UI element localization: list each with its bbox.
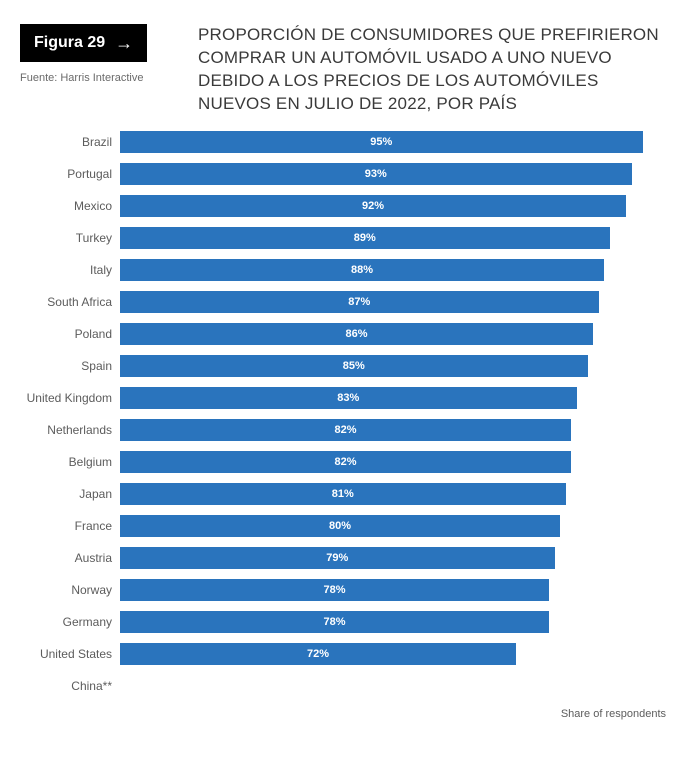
chart-bar-value: 79% [326, 552, 348, 564]
chart-bar: 85% [120, 355, 588, 377]
source-name: Harris Interactive [60, 72, 143, 84]
chart-bar-value: 86% [345, 328, 367, 340]
chart-row-track: 92% [120, 190, 670, 222]
chart-row-track: 83% [120, 382, 670, 414]
chart-row-label: Poland [20, 327, 120, 341]
chart-row-track: 86% [120, 318, 670, 350]
chart-row: France 80% [20, 510, 670, 542]
chart-bar-value: 93% [365, 168, 387, 180]
chart-row: South Africa 87% [20, 286, 670, 318]
chart-bar-value: 89% [354, 232, 376, 244]
chart-bar-value: 87% [348, 296, 370, 308]
chart-bar: 95% [120, 131, 643, 153]
chart-bar: 86% [120, 323, 593, 345]
chart-row-label: Spain [20, 359, 120, 373]
chart-bar: 83% [120, 387, 577, 409]
chart-row: Portugal 93% [20, 158, 670, 190]
chart-row-label: Japan [20, 487, 120, 501]
chart-row: United Kingdom 83% [20, 382, 670, 414]
source-prefix: Fuente: [20, 72, 60, 84]
x-axis-label: Share of respondents [20, 708, 670, 720]
chart-row-track: 89% [120, 222, 670, 254]
chart-row-track: 80% [120, 510, 670, 542]
figure-label: Figura 29 [34, 34, 105, 52]
chart-row-label: France [20, 519, 120, 533]
chart-row-track: 93% [120, 158, 670, 190]
chart-row-track: 85% [120, 350, 670, 382]
chart-row: Turkey 89% [20, 222, 670, 254]
chart-row-track: 79% [120, 542, 670, 574]
chart-row: China** [20, 670, 670, 702]
chart-row: Belgium 82% [20, 446, 670, 478]
chart-bar-value: 72% [307, 648, 329, 660]
bar-chart: Brazil 95% Portugal 93% Mexico 92% Turkey 89% It… [20, 126, 670, 702]
chart-row-label: Austria [20, 551, 120, 565]
chart-row-label: Germany [20, 615, 120, 629]
chart-row: Norway 78% [20, 574, 670, 606]
chart-bar: 87% [120, 291, 599, 313]
chart-bar: 82% [120, 451, 571, 473]
chart-bar: 92% [120, 195, 626, 217]
chart-row-label: Brazil [20, 135, 120, 149]
chart-row-track: 78% [120, 574, 670, 606]
chart-row-label: Italy [20, 263, 120, 277]
chart-row: Japan 81% [20, 478, 670, 510]
chart-row-label: Belgium [20, 455, 120, 469]
chart-row-label: United States [20, 647, 120, 661]
chart-bar-value: 95% [370, 136, 392, 148]
arrow-right-icon: → [115, 34, 133, 52]
chart-row: Austria 79% [20, 542, 670, 574]
chart-bar: 81% [120, 483, 566, 505]
chart-row-label: United Kingdom [20, 391, 120, 405]
chart-bar: 72% [120, 643, 516, 665]
chart-row: United States 72% [20, 638, 670, 670]
chart-row-track: 81% [120, 478, 670, 510]
chart-row-track [120, 670, 670, 702]
chart-row: Mexico 92% [20, 190, 670, 222]
chart-row: Poland 86% [20, 318, 670, 350]
chart-bar-value: 81% [332, 488, 354, 500]
chart-row: Netherlands 82% [20, 414, 670, 446]
chart-row-track: 88% [120, 254, 670, 286]
chart-bar: 78% [120, 579, 549, 601]
chart-row-label: Turkey [20, 231, 120, 245]
chart-bar-value: 83% [337, 392, 359, 404]
chart-row-track: 72% [120, 638, 670, 670]
chart-row-label: Netherlands [20, 423, 120, 437]
chart-bar-value: 85% [343, 360, 365, 372]
header: Figura 29 → Fuente: Harris Interactive P… [20, 24, 670, 116]
chart-bar-value: 82% [334, 424, 356, 436]
chart-bar: 89% [120, 227, 610, 249]
chart-bar: 78% [120, 611, 549, 633]
chart-row-track: 82% [120, 414, 670, 446]
chart-row-label: Mexico [20, 199, 120, 213]
chart-row-label: Portugal [20, 167, 120, 181]
chart-row: Brazil 95% [20, 126, 670, 158]
figure-column: Figura 29 → Fuente: Harris Interactive [20, 24, 180, 84]
chart-bar: 88% [120, 259, 604, 281]
chart-bar-value: 92% [362, 200, 384, 212]
chart-row-track: 78% [120, 606, 670, 638]
chart-row-track: 82% [120, 446, 670, 478]
chart-bar: 93% [120, 163, 632, 185]
chart-bar-value: 88% [351, 264, 373, 276]
figure-badge: Figura 29 → [20, 24, 147, 62]
chart-bar-value: 78% [323, 616, 345, 628]
chart-row-label: Norway [20, 583, 120, 597]
chart-row: Spain 85% [20, 350, 670, 382]
chart-row-label: China** [20, 679, 120, 693]
chart-title: PROPORCIÓN DE CONSUMIDORES QUE PREFIRIER… [198, 24, 670, 116]
chart-bar: 82% [120, 419, 571, 441]
chart-bar: 79% [120, 547, 555, 569]
chart-row: Germany 78% [20, 606, 670, 638]
chart-bar: 80% [120, 515, 560, 537]
source-line: Fuente: Harris Interactive [20, 72, 144, 84]
chart-row-track: 87% [120, 286, 670, 318]
chart-bar-value: 82% [334, 456, 356, 468]
chart-bar-value: 80% [329, 520, 351, 532]
chart-row: Italy 88% [20, 254, 670, 286]
chart-row-label: South Africa [20, 295, 120, 309]
chart-bar-value: 78% [323, 584, 345, 596]
chart-row-track: 95% [120, 126, 670, 158]
